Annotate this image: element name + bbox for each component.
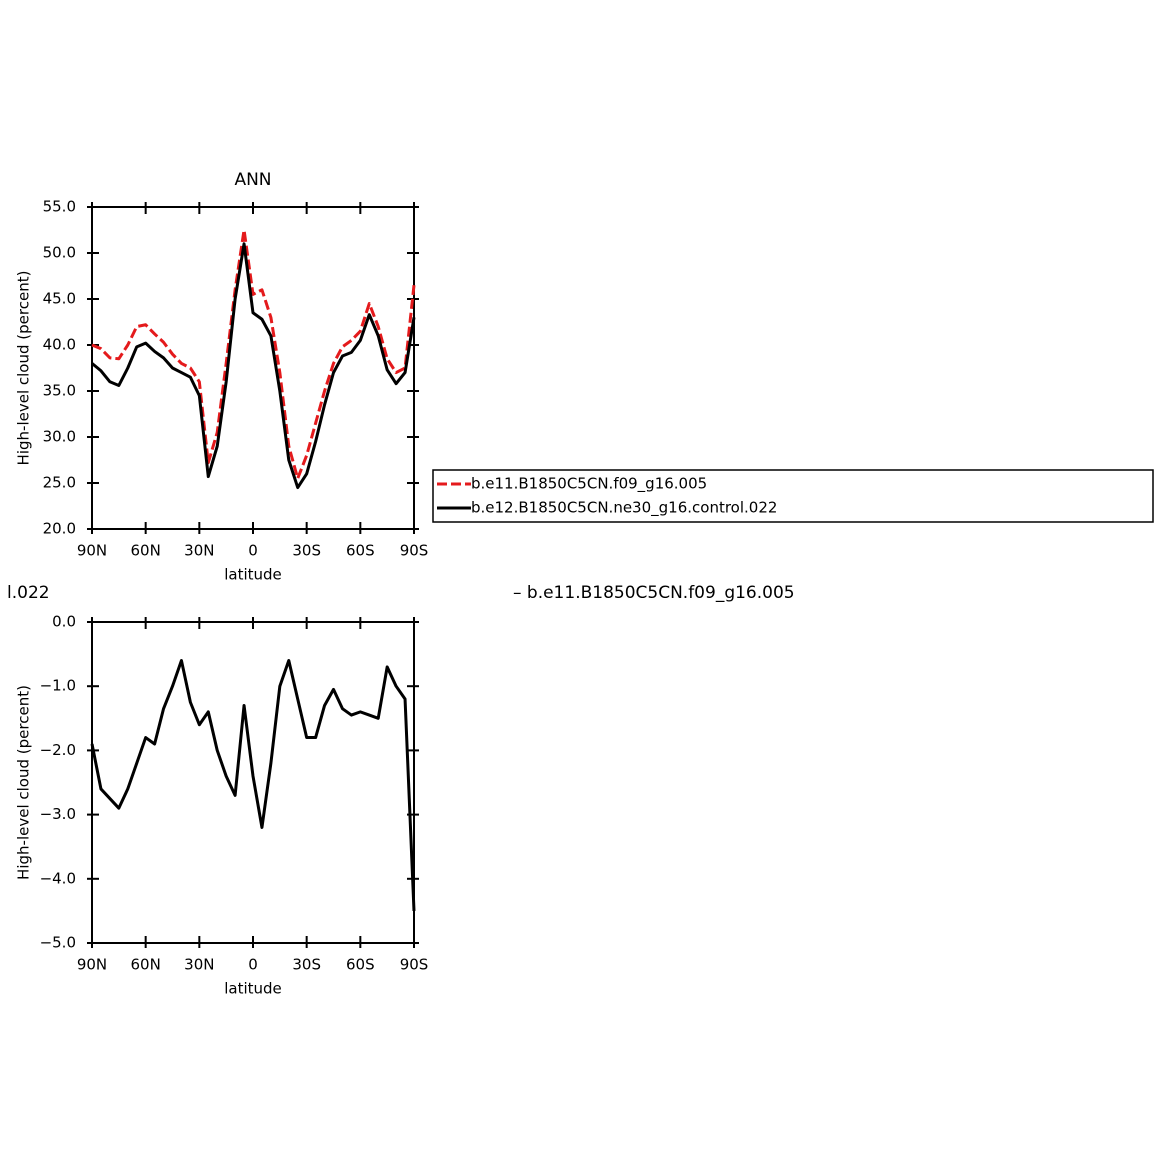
x-tick-label: 60S [346, 542, 375, 560]
y-tick-label: −4.0 [40, 869, 76, 887]
x-tick-label: 60N [131, 542, 161, 560]
x-tick-label: 60N [131, 956, 161, 974]
y-tick-label: 20.0 [43, 520, 76, 538]
chart-title-left: l.022 [7, 583, 50, 603]
y-tick-label: −3.0 [40, 805, 76, 823]
y-tick-label: 50.0 [43, 244, 76, 262]
y-tick-label: 35.0 [43, 382, 76, 400]
y-tick-label: −2.0 [40, 741, 76, 759]
x-tick-label: 90N [77, 956, 107, 974]
y-axis-label: High-level cloud (percent) [15, 271, 33, 466]
x-tick-label: 0 [248, 956, 258, 974]
y-tick-label: −5.0 [40, 934, 76, 952]
x-axis-label: latitude [224, 566, 282, 584]
data-line [91, 242, 416, 490]
x-tick-label: 90N [77, 542, 107, 560]
x-tick-label: 90S [400, 542, 429, 560]
y-tick-label: 0.0 [52, 613, 76, 631]
x-tick-label: 60S [346, 956, 375, 974]
chart-title-right: – b.e11.B1850C5CN.f09_g16.005 [513, 583, 795, 603]
x-tick-label: 30N [184, 956, 214, 974]
y-tick-label: 45.0 [43, 290, 76, 308]
y-axis-label: High-level cloud (percent) [15, 685, 33, 880]
chart-title: ANN [234, 170, 271, 190]
y-tick-label: −1.0 [40, 677, 76, 695]
x-tick-label: 30N [184, 542, 214, 560]
plot-frame [91, 621, 415, 944]
y-tick-label: 55.0 [43, 198, 76, 216]
data-line [90, 659, 416, 911]
x-tick-label: 30S [292, 956, 321, 974]
y-tick-label: 25.0 [43, 474, 76, 492]
x-axis-label: latitude [224, 980, 282, 998]
legend-label: b.e12.B1850C5CN.ne30_g16.control.022 [471, 499, 777, 518]
legend-box [432, 469, 1154, 523]
x-tick-label: 0 [248, 542, 258, 560]
legend-label: b.e11.B1850C5CN.f09_g16.005 [471, 475, 707, 494]
data-line [91, 228, 416, 480]
plot-frame [91, 206, 415, 530]
x-tick-label: 90S [400, 956, 429, 974]
x-tick-label: 30S [292, 542, 321, 560]
y-tick-label: 30.0 [43, 428, 76, 446]
y-tick-label: 40.0 [43, 336, 76, 354]
